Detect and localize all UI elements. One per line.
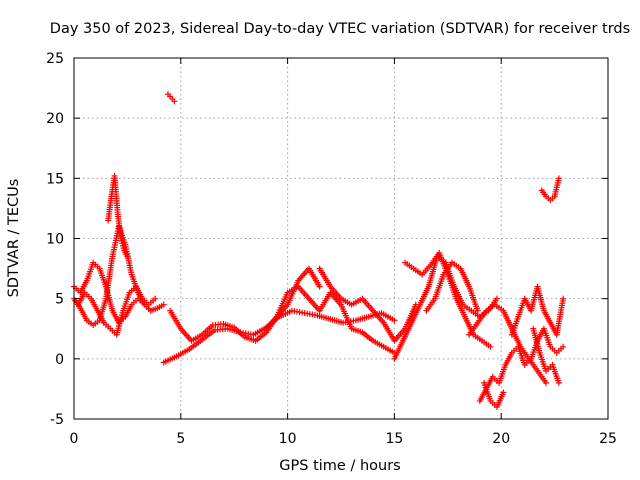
data-point bbox=[316, 283, 323, 290]
data-point bbox=[560, 343, 567, 350]
series-track-l bbox=[423, 259, 481, 314]
series-track-e bbox=[164, 91, 178, 105]
gridlines bbox=[74, 58, 608, 419]
series-track-g bbox=[167, 265, 323, 344]
data-point bbox=[171, 98, 178, 105]
data-point bbox=[160, 301, 167, 308]
x-tick-label: 0 bbox=[70, 431, 79, 447]
x-tick-label: 25 bbox=[599, 431, 617, 447]
data-point bbox=[487, 343, 494, 350]
y-tick-label: 25 bbox=[46, 51, 64, 67]
chart-title: Day 350 of 2023, Sidereal Day-to-day VTE… bbox=[50, 21, 630, 37]
y-tick-label: 15 bbox=[46, 171, 64, 187]
y-tick-label: 5 bbox=[55, 292, 64, 308]
x-tick-label: 10 bbox=[279, 431, 297, 447]
data-point bbox=[152, 295, 159, 302]
y-tick-label: 10 bbox=[46, 232, 64, 248]
data-point bbox=[124, 253, 131, 260]
data-points bbox=[71, 91, 567, 410]
series-track-o bbox=[481, 379, 507, 410]
series-track-i bbox=[316, 265, 419, 344]
series-track-a bbox=[71, 223, 167, 329]
x-tick-label: 5 bbox=[176, 431, 185, 447]
axis-ticks bbox=[73, 57, 609, 420]
data-point bbox=[493, 295, 500, 302]
series-track-d bbox=[105, 172, 131, 260]
data-point bbox=[555, 379, 562, 386]
y-tick-label: -5 bbox=[50, 412, 64, 428]
series-track-r bbox=[538, 175, 562, 203]
series-track-b bbox=[71, 259, 154, 326]
data-point bbox=[560, 295, 567, 302]
data-point bbox=[147, 307, 154, 314]
y-tick-labels: -5 0 5 10 15 20 25 bbox=[46, 51, 64, 428]
x-tick-labels: 0 5 10 15 20 25 bbox=[70, 431, 617, 447]
y-tick-label: 0 bbox=[55, 352, 64, 368]
series-track-q bbox=[530, 325, 562, 386]
y-tick-label: 20 bbox=[46, 111, 64, 127]
x-axis-label: GPS time / hours bbox=[279, 458, 400, 474]
data-point bbox=[543, 379, 550, 386]
y-axis-label: SDTVAR / TECUs bbox=[6, 179, 22, 298]
series-track-c bbox=[75, 283, 159, 338]
series-track-p bbox=[508, 283, 567, 338]
data-point bbox=[555, 175, 562, 182]
series-track-k bbox=[402, 249, 494, 350]
data-point bbox=[500, 389, 507, 396]
data-point bbox=[474, 307, 481, 314]
data-point bbox=[391, 317, 398, 324]
series-track-h bbox=[263, 283, 398, 356]
x-tick-label: 20 bbox=[492, 431, 510, 447]
x-tick-label: 15 bbox=[385, 431, 403, 447]
